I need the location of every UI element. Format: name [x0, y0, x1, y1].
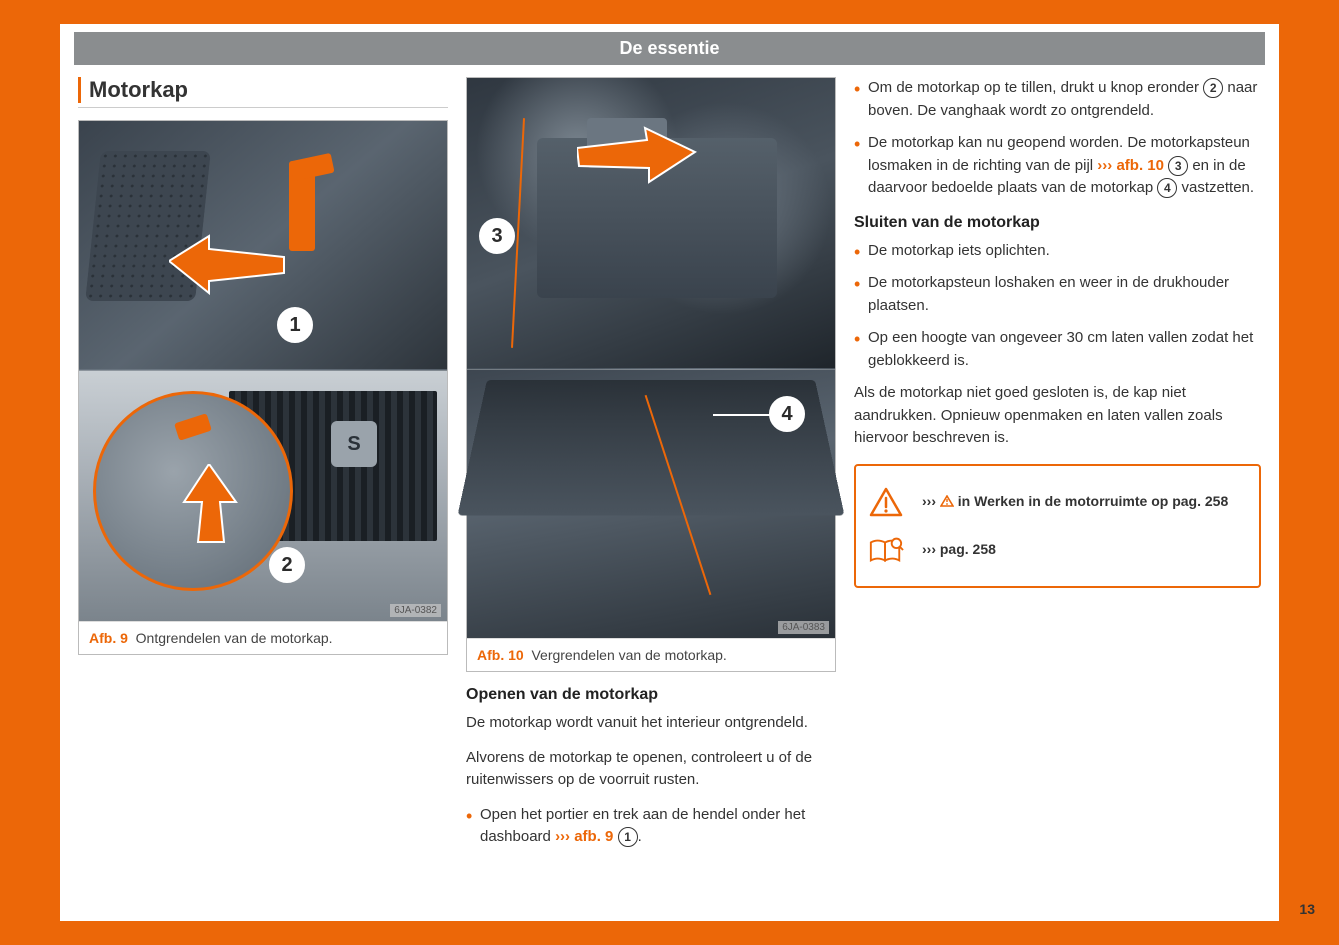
section-title: Motorkap	[78, 77, 448, 103]
figure-9-caption-text: Ontgrendelen van de motorkap.	[136, 630, 333, 646]
ref-text-manual: ››› pag. 258	[922, 540, 996, 560]
b3c: vastzetten.	[1177, 179, 1254, 196]
section-title-wrap: Motorkap	[78, 77, 448, 108]
book-icon	[868, 532, 904, 568]
figure-10-code: 6JA-0383	[778, 621, 829, 634]
arrow-right-icon	[577, 126, 697, 186]
ref-text-warning-b: in Werken in de motorruimte op pag. 258	[954, 493, 1228, 509]
figure-10-label: Afb. 10	[477, 647, 524, 663]
marker-3: 3	[479, 218, 515, 254]
page-columns: Motorkap 1	[60, 65, 1279, 877]
figure-10: 3 4 6JA-0383 Af	[466, 77, 836, 672]
ref-text-warning: ››› in Werken in de motorruimte op pag. …	[922, 492, 1228, 512]
opening-p1: De motorkap wordt vanuit het interieur o…	[466, 712, 836, 735]
opening-b1-text-b: .	[638, 828, 642, 845]
inline-marker-1: 1	[618, 827, 638, 847]
figure-10-caption: Afb. 10 Vergrendelen van de motorkap.	[467, 638, 835, 671]
figure-9: 1 S 2 6JA-0382	[78, 120, 448, 655]
closing-heading: Sluiten van de motorkap	[854, 214, 1261, 232]
opening-b1-text-a: Open het portier en trek aan de hendel o…	[480, 806, 805, 846]
figure-9-caption: Afb. 9 Ontgrendelen van de motorkap.	[79, 621, 447, 654]
column-1: Motorkap 1	[78, 77, 448, 859]
chev1: ›››	[922, 493, 940, 509]
arrow-up-icon	[174, 464, 244, 544]
figure-9-label: Afb. 9	[89, 630, 128, 646]
figure-10-caption-text: Vergrendelen van de motorkap.	[531, 647, 726, 663]
column-2: 3 4 6JA-0383 Af	[466, 77, 836, 859]
inline-marker-2: 2	[1203, 78, 1223, 98]
ref-afb9: ››› afb. 9	[555, 828, 613, 845]
figure-9-image: 1 S 2 6JA-0382	[79, 121, 447, 621]
figure-9-code: 6JA-0382	[390, 604, 441, 617]
inline-marker-3: 3	[1168, 156, 1188, 176]
closing-b1: De motorkap iets oplichten.	[854, 240, 1261, 263]
bullet-lift: Om de motorkap op te tillen, drukt u kno…	[854, 77, 1261, 122]
ref-row-warning: ››› in Werken in de motorruimte op pag. …	[868, 478, 1247, 526]
page-number: 13	[1299, 901, 1315, 917]
opening-bullet-1: Open het portier en trek aan de hendel o…	[466, 804, 836, 849]
closing-paragraph: Als de motorkap niet goed gesloten is, d…	[854, 382, 1261, 450]
inline-marker-4: 4	[1157, 178, 1177, 198]
marker-4: 4	[769, 396, 805, 432]
bullet-open: De motorkap kan nu geopend worden. De mo…	[854, 132, 1261, 200]
marker-2: 2	[269, 547, 305, 583]
ref-afb10: ››› afb. 10	[1097, 157, 1164, 174]
figure-10-image: 3 4 6JA-0383	[467, 78, 835, 638]
closing-b2: De motorkapsteun loshaken en weer in de …	[854, 272, 1261, 317]
b2a: Om de motorkap op te tillen, drukt u kno…	[868, 79, 1203, 96]
marker-1: 1	[277, 307, 313, 343]
opening-heading: Openen van de motorkap	[466, 686, 836, 704]
chapter-header: De essentie	[74, 32, 1265, 65]
ref-text-manual-text: ››› pag. 258	[922, 541, 996, 557]
ref-row-manual: ››› pag. 258	[868, 526, 1247, 574]
arrow-icon	[169, 231, 289, 301]
column-3: Om de motorkap op te tillen, drukt u kno…	[854, 77, 1261, 859]
opening-p2: Alvorens de motorkap te openen, controle…	[466, 747, 836, 792]
manual-page: De essentie Motorkap	[60, 24, 1279, 921]
warning-triangle-icon	[868, 484, 904, 520]
reference-box: ››› in Werken in de motorruimte op pag. …	[854, 464, 1261, 588]
warning-triangle-small-icon	[940, 495, 954, 507]
closing-b3: Op een hoogte van ongeveer 30 cm laten v…	[854, 327, 1261, 372]
